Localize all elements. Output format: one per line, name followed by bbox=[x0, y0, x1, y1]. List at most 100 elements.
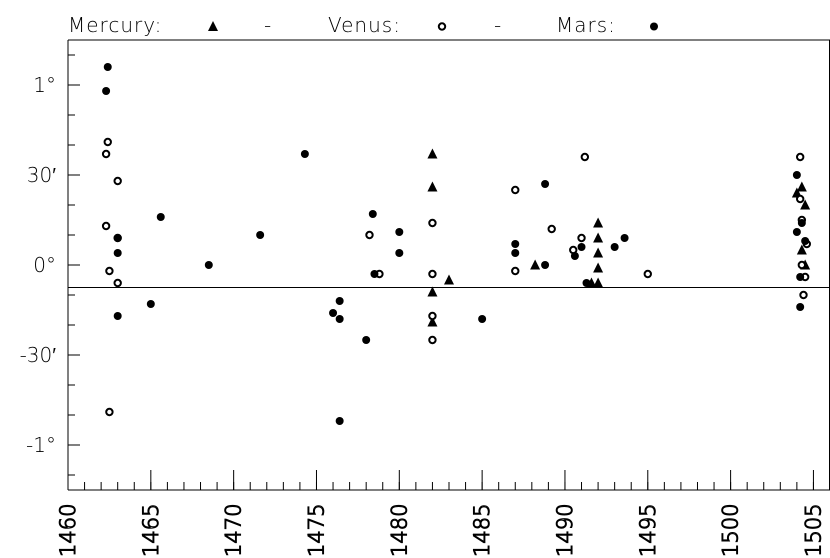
x-tick-label: 1485 bbox=[470, 504, 494, 557]
legend-mars-label: Mars: bbox=[556, 13, 616, 37]
venus-point bbox=[365, 230, 374, 240]
mars-point bbox=[577, 243, 586, 251]
x-tick-label: 1460 bbox=[56, 504, 80, 557]
y-tick-label: 1° bbox=[33, 73, 56, 97]
x-tick-label: 1475 bbox=[304, 504, 328, 557]
mars-point bbox=[511, 240, 520, 248]
venus-point bbox=[105, 407, 114, 417]
mars-point bbox=[368, 210, 377, 218]
x-tick-label: 1480 bbox=[387, 504, 411, 557]
mars-point bbox=[335, 297, 344, 305]
legend-venus-marker bbox=[437, 22, 447, 31]
title-row: Mercury: - Venus: - Mars: bbox=[68, 13, 658, 37]
venus-point bbox=[795, 152, 805, 162]
venus-point bbox=[428, 311, 437, 321]
mars-point bbox=[582, 279, 591, 287]
legend-venus-label: Venus: bbox=[328, 13, 401, 37]
data-points bbox=[101, 63, 812, 425]
mars-point bbox=[796, 303, 805, 311]
mars-point bbox=[113, 249, 122, 257]
x-tick-label: 1465 bbox=[139, 504, 163, 557]
mercury-point bbox=[593, 232, 604, 243]
venus-point bbox=[113, 278, 122, 288]
mars-point bbox=[511, 249, 520, 257]
x-tick-label: 1470 bbox=[222, 504, 246, 557]
mars-point bbox=[620, 234, 629, 242]
mars-point bbox=[541, 180, 550, 188]
venus-point bbox=[511, 266, 520, 276]
y-tick-label: 0° bbox=[33, 253, 56, 277]
venus-point bbox=[580, 152, 590, 162]
legend-mercury-marker bbox=[208, 21, 218, 31]
plot-frame bbox=[67, 39, 830, 491]
mars-point bbox=[395, 228, 404, 236]
venus-point bbox=[105, 266, 114, 276]
mars-point bbox=[541, 261, 550, 269]
mars-point bbox=[156, 213, 165, 221]
mars-point bbox=[362, 336, 371, 344]
mars-point bbox=[103, 63, 112, 71]
mars-point bbox=[204, 261, 213, 269]
mars-point bbox=[370, 270, 379, 278]
y-tick-label: -30′ bbox=[20, 343, 57, 367]
mercury-point bbox=[593, 217, 604, 228]
x-tick-label: 1505 bbox=[801, 504, 825, 557]
venus-point bbox=[428, 335, 437, 345]
y-tick-label: 30′ bbox=[27, 163, 56, 187]
venus-point bbox=[547, 224, 556, 234]
mars-point bbox=[300, 150, 309, 158]
mars-point bbox=[610, 243, 619, 251]
legend-mars-marker bbox=[650, 22, 658, 31]
mercury-point bbox=[530, 259, 541, 270]
mercury-point bbox=[427, 316, 438, 327]
y-tick-label: -1° bbox=[26, 433, 56, 457]
mars-point bbox=[335, 315, 344, 323]
venus-point bbox=[428, 218, 437, 228]
mars-point bbox=[792, 228, 801, 236]
legend-separator-2: - bbox=[494, 13, 502, 37]
mercury-point bbox=[800, 199, 811, 210]
mars-point bbox=[796, 273, 805, 281]
venus-point bbox=[799, 290, 808, 300]
mercury-point bbox=[796, 181, 807, 192]
mercury-point bbox=[593, 262, 604, 273]
x-tick-label: 1490 bbox=[553, 504, 577, 557]
venus-point bbox=[103, 137, 112, 147]
mars-point bbox=[792, 171, 801, 179]
x-tick-label: 1495 bbox=[636, 504, 660, 557]
mercury-point bbox=[796, 244, 807, 255]
mercury-point bbox=[593, 277, 604, 288]
mercury-point bbox=[444, 274, 454, 285]
x-axis-ticks: 1460 1465 1470 1475 1480 1485 1490 1495 1500 1505 bbox=[55, 470, 830, 558]
mercury-point bbox=[427, 181, 438, 192]
venus-point bbox=[511, 185, 520, 195]
venus-point bbox=[113, 176, 122, 186]
venus-point bbox=[797, 260, 807, 270]
mars-point bbox=[797, 219, 806, 227]
venus-point bbox=[101, 221, 111, 231]
venus-point bbox=[101, 149, 111, 159]
x-tick-label: 1500 bbox=[719, 504, 743, 557]
mercury-point bbox=[427, 286, 438, 297]
venus-point bbox=[795, 194, 805, 204]
venus-point bbox=[428, 269, 437, 279]
legend-mercury-label: Mercury: bbox=[68, 13, 162, 37]
venus-point bbox=[643, 269, 652, 279]
legend-separator-1: - bbox=[264, 13, 272, 37]
y-axis-ticks: 1° 30′ 0° -30′ -1° bbox=[20, 54, 80, 476]
venus-point bbox=[577, 233, 586, 243]
mars-point bbox=[113, 312, 122, 320]
mars-point bbox=[256, 231, 265, 239]
mars-point bbox=[801, 237, 810, 245]
mars-point bbox=[146, 300, 155, 308]
mercury-point bbox=[593, 247, 604, 258]
mars-point bbox=[570, 252, 579, 260]
mars-point bbox=[329, 309, 338, 317]
mercury-point bbox=[427, 148, 438, 159]
mars-point bbox=[395, 249, 404, 257]
mars-point bbox=[478, 315, 487, 323]
mars-point bbox=[102, 87, 111, 95]
mars-point bbox=[335, 417, 344, 425]
mars-point bbox=[113, 234, 122, 242]
